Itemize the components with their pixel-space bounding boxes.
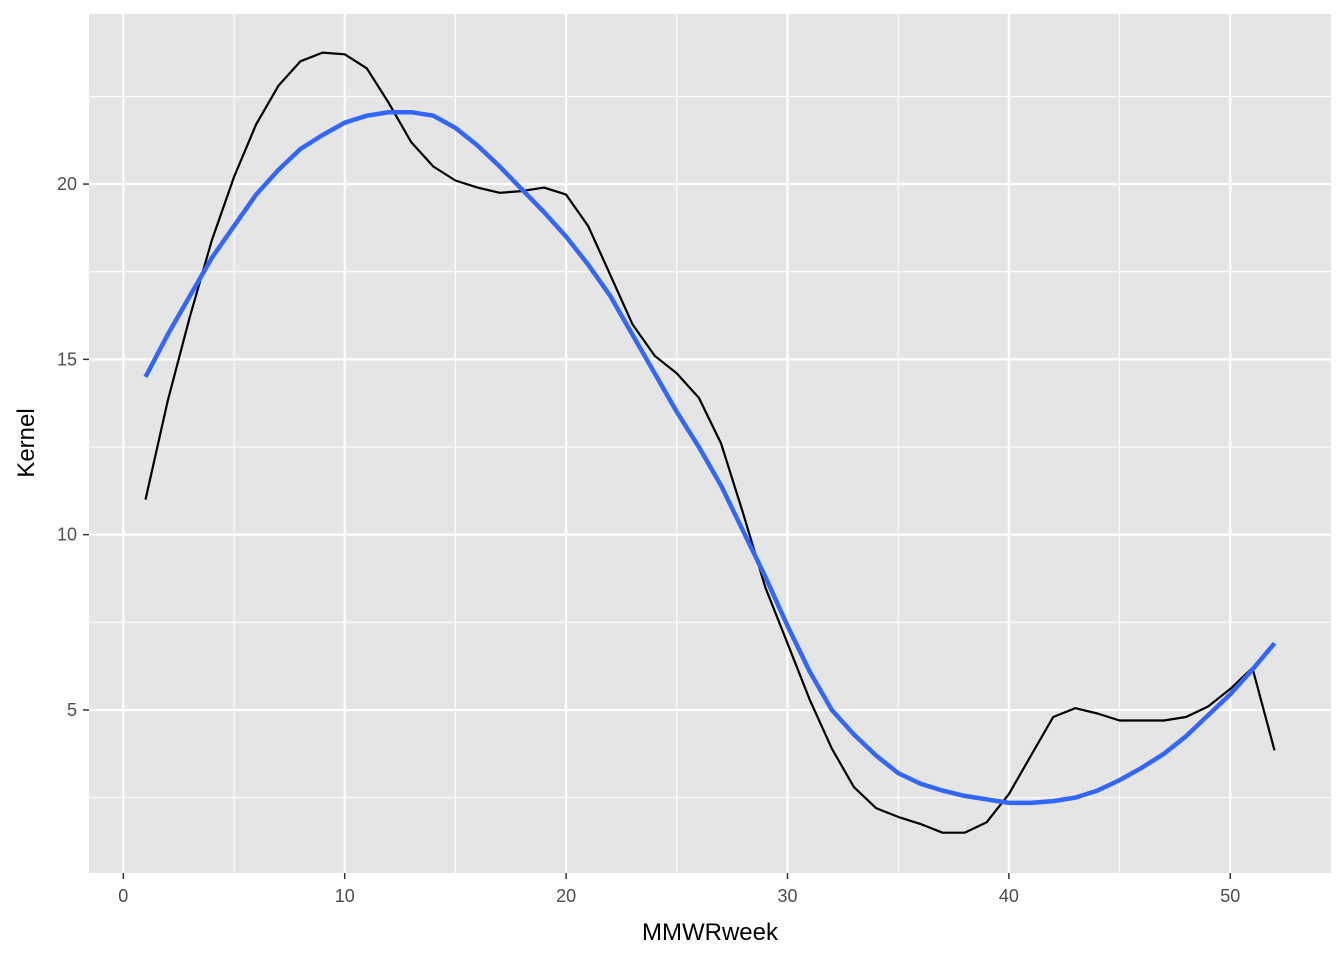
y-tick-label: 10 bbox=[57, 525, 77, 545]
x-tick-label: 20 bbox=[556, 886, 576, 906]
series-layer bbox=[143, 51, 1277, 834]
y-tick-label: 15 bbox=[57, 349, 77, 369]
x-axis-title: MMWRweek bbox=[642, 919, 779, 946]
y-axis: 5 10 15 20 bbox=[57, 174, 89, 720]
plot-panel bbox=[89, 14, 1331, 873]
y-axis-title: Kernel bbox=[13, 408, 40, 477]
major-grid bbox=[89, 14, 1331, 873]
y-tick-label: 5 bbox=[67, 700, 77, 720]
x-axis: 0 10 20 30 40 50 bbox=[118, 873, 1240, 906]
x-tick-label: 0 bbox=[118, 886, 128, 906]
kernel-line bbox=[144, 51, 1276, 834]
x-tick-label: 40 bbox=[999, 886, 1019, 906]
y-tick-label: 20 bbox=[57, 174, 77, 194]
x-tick-label: 50 bbox=[1220, 886, 1240, 906]
x-tick-label: 30 bbox=[777, 886, 797, 906]
x-tick-label: 10 bbox=[335, 886, 355, 906]
minor-grid bbox=[89, 14, 1331, 873]
smooth-fit-line bbox=[143, 109, 1277, 806]
